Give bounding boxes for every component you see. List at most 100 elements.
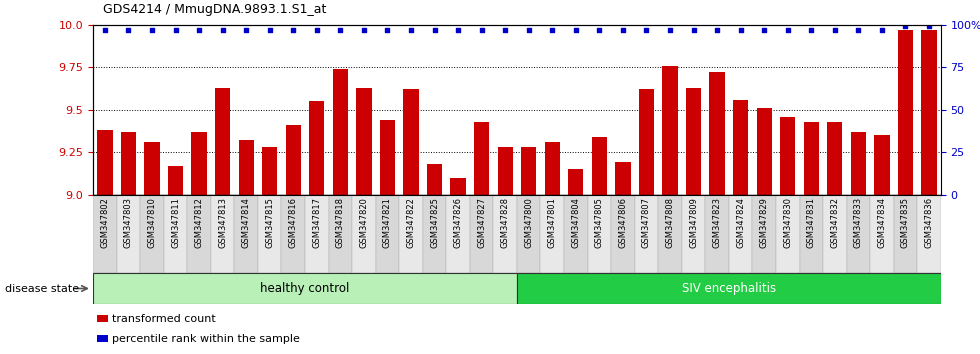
Point xyxy=(356,27,371,33)
Bar xyxy=(97,130,113,195)
Point xyxy=(757,27,772,33)
Text: GSM347803: GSM347803 xyxy=(123,197,133,248)
Bar xyxy=(117,195,140,273)
Text: healthy control: healthy control xyxy=(261,282,350,295)
Bar xyxy=(659,195,682,273)
Point xyxy=(403,27,418,33)
Point xyxy=(121,27,136,33)
Bar xyxy=(804,122,819,195)
Bar xyxy=(451,178,465,195)
Bar xyxy=(469,195,493,273)
Bar xyxy=(357,88,371,195)
Text: GSM347834: GSM347834 xyxy=(877,197,887,248)
Point xyxy=(568,27,584,33)
Bar xyxy=(568,169,583,195)
Point xyxy=(898,24,913,29)
Bar xyxy=(93,273,516,304)
Bar xyxy=(588,195,612,273)
Bar xyxy=(309,101,324,195)
Point xyxy=(733,27,749,33)
Bar xyxy=(97,335,108,342)
Text: GSM347830: GSM347830 xyxy=(783,197,792,248)
Bar xyxy=(211,195,234,273)
Text: GSM347820: GSM347820 xyxy=(360,197,368,248)
Text: GSM347811: GSM347811 xyxy=(172,197,180,248)
Bar xyxy=(404,89,418,195)
Text: GDS4214 / MmugDNA.9893.1.S1_at: GDS4214 / MmugDNA.9893.1.S1_at xyxy=(103,3,326,16)
Text: GSM347825: GSM347825 xyxy=(430,197,439,248)
Bar xyxy=(615,162,630,195)
Text: SIV encephalitis: SIV encephalitis xyxy=(682,282,776,295)
Text: GSM347816: GSM347816 xyxy=(289,197,298,248)
Bar xyxy=(446,195,469,273)
Bar xyxy=(144,142,160,195)
Bar xyxy=(164,195,187,273)
Text: GSM347815: GSM347815 xyxy=(266,197,274,248)
Bar xyxy=(894,195,917,273)
Bar xyxy=(140,195,164,273)
Text: GSM347812: GSM347812 xyxy=(195,197,204,248)
Text: GSM347802: GSM347802 xyxy=(100,197,110,248)
Bar xyxy=(516,195,541,273)
Bar xyxy=(474,122,489,195)
Bar xyxy=(592,137,607,195)
Point xyxy=(851,27,866,33)
Text: GSM347801: GSM347801 xyxy=(548,197,557,248)
Bar xyxy=(215,88,230,195)
Text: GSM347822: GSM347822 xyxy=(407,197,416,248)
Point xyxy=(497,27,513,33)
Text: percentile rank within the sample: percentile rank within the sample xyxy=(112,334,300,344)
Text: GSM347826: GSM347826 xyxy=(454,197,463,248)
Bar xyxy=(493,195,517,273)
Bar xyxy=(662,65,677,195)
Point xyxy=(780,27,796,33)
Point xyxy=(710,27,725,33)
Bar xyxy=(191,132,207,195)
Text: GSM347809: GSM347809 xyxy=(689,197,698,248)
Bar xyxy=(780,116,796,195)
Bar xyxy=(851,132,866,195)
Bar xyxy=(352,195,375,273)
Point xyxy=(309,27,324,33)
Bar xyxy=(706,195,729,273)
Point xyxy=(97,27,113,33)
Bar xyxy=(729,195,753,273)
Bar xyxy=(516,273,941,304)
Text: GSM347813: GSM347813 xyxy=(219,197,227,248)
Point xyxy=(804,27,819,33)
Bar xyxy=(328,195,352,273)
Bar xyxy=(612,195,635,273)
Bar xyxy=(168,166,183,195)
Text: GSM347807: GSM347807 xyxy=(642,197,651,248)
Text: GSM347814: GSM347814 xyxy=(242,197,251,248)
Point xyxy=(450,27,465,33)
Bar xyxy=(427,164,442,195)
Text: GSM347817: GSM347817 xyxy=(313,197,321,248)
Point xyxy=(639,27,655,33)
Bar xyxy=(258,195,281,273)
Bar xyxy=(305,195,328,273)
Text: GSM347800: GSM347800 xyxy=(524,197,533,248)
Point xyxy=(191,27,207,33)
Point xyxy=(426,27,442,33)
Text: GSM347836: GSM347836 xyxy=(924,197,934,248)
Bar xyxy=(93,195,117,273)
Point xyxy=(262,27,277,33)
Text: transformed count: transformed count xyxy=(112,314,216,324)
Point xyxy=(168,27,183,33)
Bar xyxy=(187,195,211,273)
Point xyxy=(285,27,301,33)
Text: GSM347810: GSM347810 xyxy=(147,197,157,248)
Bar xyxy=(870,195,894,273)
Point xyxy=(332,27,348,33)
Bar xyxy=(281,195,305,273)
Text: disease state: disease state xyxy=(5,284,79,293)
Bar xyxy=(498,147,513,195)
Bar xyxy=(921,30,937,195)
Bar xyxy=(686,88,702,195)
Point xyxy=(615,27,631,33)
Text: GSM347808: GSM347808 xyxy=(665,197,674,248)
Text: GSM347833: GSM347833 xyxy=(854,197,862,248)
Bar xyxy=(422,195,446,273)
Point xyxy=(827,27,843,33)
